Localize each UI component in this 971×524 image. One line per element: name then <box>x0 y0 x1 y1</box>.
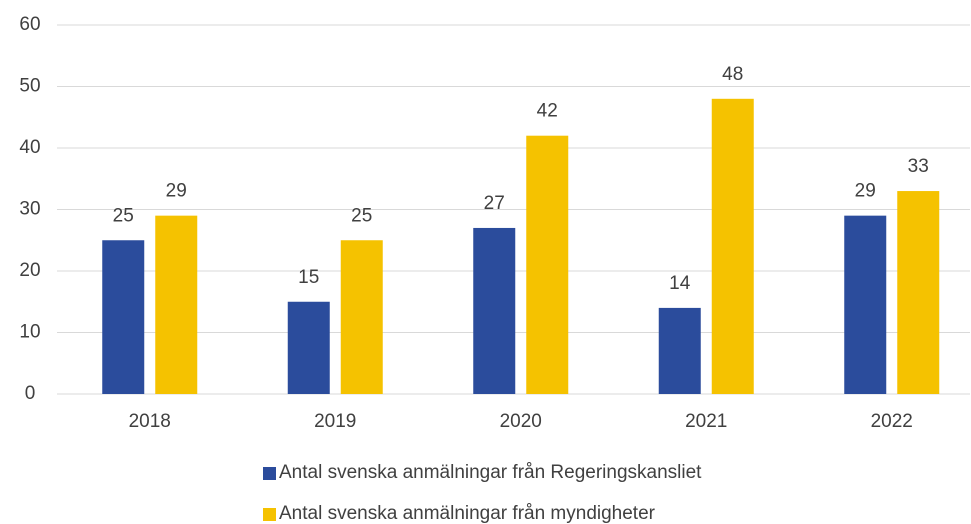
x-tick-label: 2020 <box>500 411 542 432</box>
data-label: 25 <box>351 205 372 226</box>
data-label: 27 <box>484 193 505 214</box>
data-label: 15 <box>298 267 319 288</box>
legend-label: Antal svenska anmälningar från myndighet… <box>279 503 656 524</box>
bar <box>102 240 145 394</box>
bar <box>526 135 569 394</box>
y-tick-label: 40 <box>19 137 40 158</box>
y-tick-label: 60 <box>19 14 40 35</box>
x-tick-label: 2021 <box>685 411 727 432</box>
bar <box>844 215 887 394</box>
data-label: 29 <box>166 181 187 202</box>
y-tick-label: 20 <box>19 260 40 281</box>
bar <box>340 240 383 394</box>
x-tick-label: 2018 <box>129 411 171 432</box>
data-label: 42 <box>537 101 558 122</box>
data-label: 33 <box>908 156 929 177</box>
legend-swatch <box>263 467 276 480</box>
data-label: 14 <box>669 273 691 294</box>
y-tick-label: 50 <box>19 76 40 97</box>
y-tick-label: 0 <box>25 383 36 404</box>
bar <box>473 227 516 394</box>
x-tick-label: 2019 <box>314 411 356 432</box>
legend-swatch <box>263 508 276 521</box>
bar <box>155 215 198 394</box>
data-label: 25 <box>113 205 134 226</box>
y-tick-label: 10 <box>19 322 40 343</box>
bar <box>658 307 701 394</box>
x-tick-label: 2022 <box>871 411 913 432</box>
legend-label: Antal svenska anmälningar från Regerings… <box>279 462 702 483</box>
y-tick-label: 30 <box>19 199 40 220</box>
data-label: 29 <box>855 181 876 202</box>
bar <box>711 98 754 395</box>
bar <box>287 301 330 394</box>
bar <box>897 191 940 394</box>
data-label: 48 <box>722 64 743 85</box>
